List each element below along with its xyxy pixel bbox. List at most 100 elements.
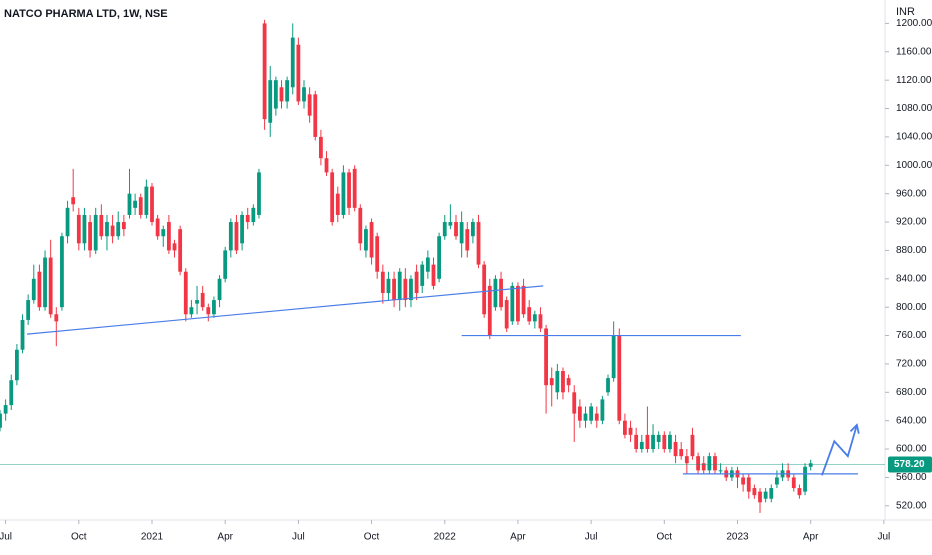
trend-line	[26, 285, 544, 335]
y-tick-label: 800.00	[896, 302, 927, 313]
candle-body	[48, 257, 53, 315]
projection-arrowhead	[849, 423, 860, 434]
candle-body	[105, 222, 109, 237]
candle-body	[471, 222, 475, 237]
x-tick-label: Apr	[510, 532, 526, 543]
candle-body	[409, 278, 413, 301]
candle-body	[240, 214, 244, 244]
candle-body	[803, 466, 807, 492]
candle-body	[611, 335, 616, 379]
candle-body	[0, 413, 2, 428]
plot: 520.00 560.00 600.00 640.00 680.00 720.00 760.…	[0, 18, 932, 543]
candle-body	[510, 285, 515, 322]
candle-body	[487, 285, 492, 336]
candle-body	[9, 380, 14, 406]
y-tick-label: 840.00	[896, 273, 927, 284]
candle-body	[144, 186, 149, 215]
y-tick-label: 720.00	[896, 359, 927, 370]
candle-body	[617, 335, 622, 421]
candle-body	[594, 413, 599, 421]
candle-body	[684, 456, 689, 464]
candle-body	[93, 214, 98, 251]
candle-body	[791, 477, 796, 489]
y-tick-label: 880.00	[896, 245, 927, 256]
y-tick-label: 520.00	[896, 500, 927, 511]
y-tick-label: 680.00	[896, 387, 927, 398]
candle-body	[150, 186, 154, 223]
candle-body	[76, 214, 81, 244]
y-tick-label: 600.00	[896, 444, 927, 455]
y-tick-label: 960.00	[896, 188, 927, 199]
candle-body	[555, 371, 560, 393]
candle-body	[589, 406, 594, 421]
candle-body	[566, 378, 571, 386]
candle-body	[31, 278, 36, 301]
x-tick-label: Jul	[292, 532, 305, 543]
candle-body	[273, 80, 278, 109]
candle-body	[651, 434, 655, 450]
candle-body	[43, 257, 47, 308]
candle-body	[330, 172, 335, 223]
y-tick-label: 760.00	[896, 330, 927, 341]
candle-body	[769, 488, 774, 499]
candle-body	[195, 300, 199, 304]
candle-body	[758, 491, 762, 503]
candle-body	[178, 229, 183, 272]
y-tick-label: 1000.00	[896, 160, 932, 171]
x-tick-label: Apr	[217, 532, 233, 543]
candle-body	[121, 222, 126, 230]
candle-body	[352, 168, 357, 208]
candle-body	[307, 94, 312, 116]
candle-body	[335, 193, 340, 215]
candle-body	[127, 193, 132, 215]
candle-body	[583, 413, 588, 421]
candle-body	[606, 378, 610, 393]
candle-body	[380, 271, 385, 293]
candle-body	[88, 222, 92, 251]
candle-body	[318, 136, 323, 159]
x-tick-label: 2021	[141, 532, 164, 543]
x-tick-label: Jul	[585, 532, 598, 543]
candle-body	[296, 44, 301, 102]
x-tick-label: Jul	[0, 532, 12, 543]
candle-body	[313, 94, 318, 137]
candle-body	[572, 392, 577, 414]
x-tick-label: Oct	[71, 532, 87, 543]
candle-body	[71, 197, 76, 205]
candle-body	[718, 470, 723, 472]
candle-body	[763, 491, 768, 499]
candle-body	[746, 477, 751, 492]
candle-body	[634, 434, 639, 450]
candle-body	[561, 371, 565, 393]
candle-body	[133, 200, 138, 208]
candle-body	[532, 314, 537, 322]
candle-body	[499, 278, 503, 308]
candle-body	[110, 225, 115, 237]
candle-body	[431, 264, 436, 286]
y-tick-label: 1120.00	[896, 75, 932, 86]
candle-body	[54, 314, 59, 322]
last-price-box	[888, 456, 932, 473]
y-tick-label: 640.00	[896, 415, 927, 426]
candle-body	[161, 229, 166, 237]
candle-body	[290, 37, 295, 88]
x-tick-label: Jul	[877, 532, 890, 543]
candle-body	[414, 271, 419, 293]
candle-body	[60, 236, 64, 308]
candle-body	[662, 434, 667, 450]
candle-body	[696, 456, 700, 471]
candle-body	[482, 264, 487, 315]
candle-body	[403, 278, 408, 301]
candle-body	[364, 229, 368, 251]
candle-body	[577, 406, 582, 421]
y-tick-label: 920.00	[896, 217, 927, 228]
candle-body	[437, 236, 442, 279]
candle-body	[99, 214, 104, 237]
candle-body	[679, 449, 684, 457]
candle-body	[645, 434, 650, 450]
candle-body	[707, 456, 712, 471]
candle-body	[37, 271, 42, 308]
candle-body	[628, 427, 633, 435]
candle-body	[527, 307, 532, 322]
candle-body	[673, 441, 678, 457]
